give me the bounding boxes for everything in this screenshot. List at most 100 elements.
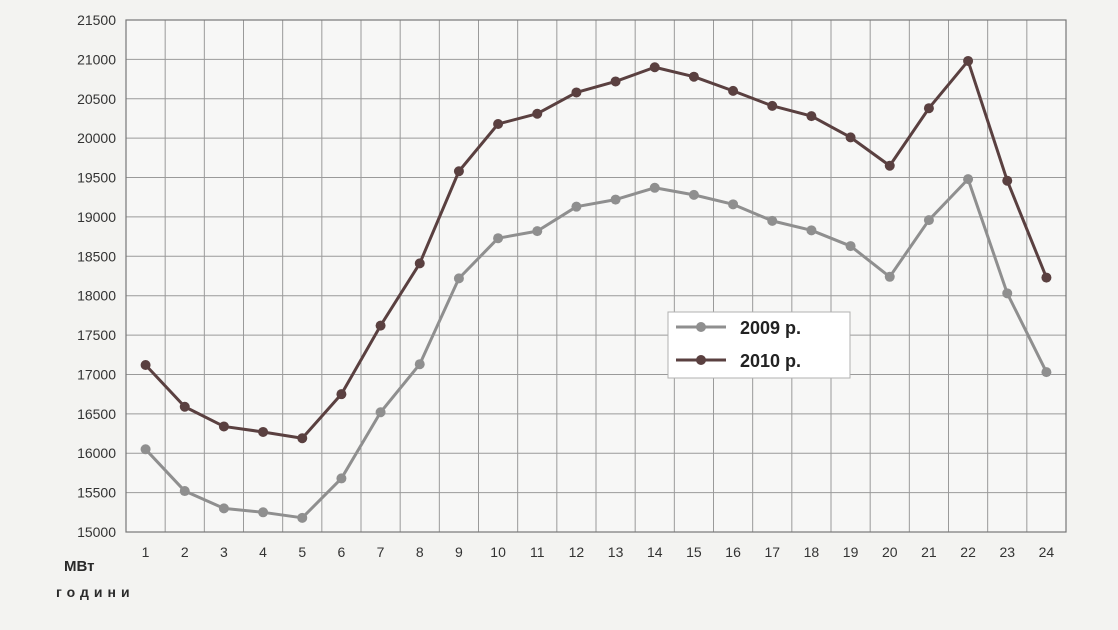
data-point (179, 401, 190, 412)
x-tick-label: 5 (298, 544, 306, 560)
y-tick-label: 16500 (77, 406, 116, 422)
y-tick-label: 19500 (77, 170, 116, 186)
x-tick-label: 13 (608, 544, 624, 560)
x-tick-label: 18 (804, 544, 820, 560)
data-point (218, 421, 229, 432)
series-line (144, 59, 1048, 440)
data-point (806, 225, 817, 236)
data-point (728, 199, 739, 210)
data-point (1041, 367, 1052, 378)
legend-swatch-2009-marker (696, 322, 706, 332)
series-line (144, 177, 1048, 520)
y-tick-label: 21000 (77, 51, 116, 67)
data-point (571, 87, 582, 98)
data-point (375, 407, 386, 418)
x-tick-label: 15 (686, 544, 702, 560)
x-tick-label: 4 (259, 544, 267, 560)
data-point (923, 103, 934, 114)
data-point (649, 62, 660, 73)
y-tick-label: 21500 (77, 12, 116, 28)
data-point (532, 226, 543, 237)
y-tick-label: 17500 (77, 327, 116, 343)
data-point (453, 166, 464, 177)
x-tick-label: 16 (725, 544, 741, 560)
y-axis-ticks: 15000 15500 16000 16500 17000 17500 18000 18500… (77, 12, 116, 540)
data-point (1002, 175, 1013, 186)
data-point (610, 194, 621, 205)
x-tick-label: 11 (530, 544, 545, 560)
data-point (258, 426, 269, 437)
series-2 (140, 55, 1052, 444)
y-axis-unit: МВт (64, 558, 94, 575)
x-tick-label: 2 (181, 544, 189, 560)
data-point (963, 174, 974, 185)
y-tick-label: 15000 (77, 524, 116, 540)
x-tick-label: 1 (142, 544, 150, 560)
data-point (336, 473, 347, 484)
data-point (140, 444, 151, 455)
x-tick-label: 21 (921, 544, 937, 560)
data-point (923, 215, 934, 226)
data-point (297, 433, 308, 444)
y-tick-label: 20000 (77, 130, 116, 146)
x-tick-label: 22 (960, 544, 976, 560)
x-tick-label: 20 (882, 544, 898, 560)
data-point (845, 132, 856, 143)
legend-label-2009: 2009 р. (740, 318, 801, 338)
data-point (571, 201, 582, 212)
x-tick-label: 6 (338, 544, 346, 560)
series-1 (140, 174, 1052, 523)
data-point (806, 111, 817, 122)
data-point (1002, 288, 1013, 299)
x-tick-label: 14 (647, 544, 663, 560)
data-point (179, 486, 190, 497)
x-tick-label: 3 (220, 544, 228, 560)
plot-border (125, 19, 1067, 533)
grid (125, 19, 1067, 533)
data-point (414, 258, 425, 269)
data-point (963, 55, 974, 66)
y-tick-label: 18000 (77, 288, 116, 304)
data-point (414, 359, 425, 370)
data-point (884, 271, 895, 282)
y-tick-label: 19000 (77, 209, 116, 225)
data-point (1041, 272, 1052, 283)
data-point (532, 108, 543, 119)
legend: 2009 р. 2010 р. (667, 311, 851, 379)
data-point (728, 85, 739, 96)
legend-swatch-2010-marker (696, 355, 706, 365)
y-tick-label: 15500 (77, 485, 116, 501)
legend-label-2010: 2010 р. (740, 351, 801, 371)
data-point (493, 233, 504, 244)
data-point (884, 160, 895, 171)
data-point (218, 503, 229, 514)
y-tick-label: 17000 (77, 366, 116, 382)
x-tick-label: 7 (377, 544, 385, 560)
data-point (688, 71, 699, 82)
series-layer (140, 55, 1052, 523)
data-point (336, 389, 347, 400)
y-tick-label: 16000 (77, 445, 116, 461)
data-point (297, 512, 308, 523)
x-tick-label: 9 (455, 544, 463, 560)
data-point (258, 507, 269, 518)
data-point (610, 76, 621, 87)
x-axis-ticks: 1 2 3 4 5 6 7 8 9 10 11 12 13 14 15 16 17 18 19 20 21 22 23 24 (142, 544, 1055, 560)
x-tick-label: 24 (1039, 544, 1055, 560)
data-point (767, 215, 778, 226)
x-axis-label: години (56, 584, 135, 600)
data-point (767, 100, 778, 111)
data-point (845, 241, 856, 252)
data-point (140, 360, 151, 371)
x-tick-label: 12 (569, 544, 585, 560)
data-point (649, 182, 660, 193)
x-tick-label: 8 (416, 544, 424, 560)
x-tick-label: 23 (999, 544, 1015, 560)
x-tick-label: 17 (764, 544, 780, 560)
data-point (375, 320, 386, 331)
x-tick-label: 10 (490, 544, 506, 560)
data-point (453, 273, 464, 284)
data-point (688, 189, 699, 200)
